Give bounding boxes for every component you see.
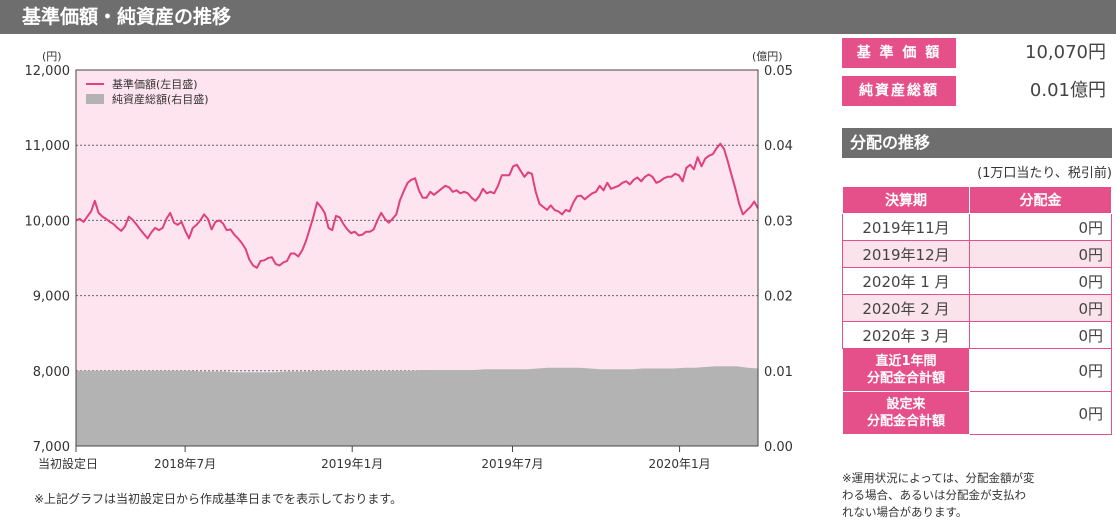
- net-assets-area: [76, 366, 758, 446]
- x-tick-label: 2019年7月: [481, 457, 543, 471]
- table-row: 2020年 1 月 0円: [842, 267, 1112, 295]
- nav-value: 10,070円: [1025, 42, 1106, 63]
- legend-label-nav: 基準価額(左目盛): [112, 77, 198, 91]
- row-amount: 0円: [969, 213, 1112, 241]
- recent-total-label: 直近1年間 分配金合計額: [842, 348, 970, 392]
- plot-frame: [75, 69, 759, 447]
- since-total-label-line1: 設定来: [886, 397, 926, 412]
- y-right-unit: (億円): [752, 50, 783, 63]
- row-amount: 0円: [969, 294, 1112, 322]
- x-tick-label: 2019年1月: [321, 457, 383, 471]
- legend: 基準価額(左目盛) 純資産総額(右目盛): [86, 77, 209, 106]
- y-left-tick-label: 7,000: [33, 440, 70, 455]
- y-right-tick-label: 0.02: [764, 290, 793, 305]
- nav-label: 基 準 価 額: [842, 38, 956, 68]
- footnote-line-3: れない場合があります。: [842, 505, 968, 519]
- table-row: 2020年 2 月 0円: [842, 294, 1112, 322]
- distribution-header: 分配の推移: [842, 128, 1112, 158]
- recent-total-row: 直近1年間 分配金合計額 0円: [842, 348, 1112, 392]
- row-period: 2020年 1 月: [842, 267, 970, 295]
- assets-label: 純資産総額: [842, 76, 956, 106]
- row-amount: 0円: [969, 240, 1112, 268]
- recent-total-amount: 0円: [969, 348, 1112, 392]
- assets-value: 0.01億円: [1029, 80, 1106, 101]
- footnote-line-2: わる場合、あるいは分配金が支払わ: [842, 488, 1026, 502]
- y-left-tick-label: 9,000: [33, 290, 70, 305]
- col-amount-header: 分配金: [969, 186, 1112, 214]
- recent-total-label-line1: 直近1年間: [875, 354, 937, 369]
- distribution-footnote: ※運用状況によっては、分配金額が変 わる場合、あるいは分配金が支払わ れない場合…: [842, 470, 1116, 521]
- assets-area-layer: [76, 366, 758, 446]
- price-chart: (円) (億円) 12,000 11,000 10,000 9,000 8,000 7,0…: [0, 38, 800, 478]
- y-right-tick-label: 0.01: [764, 365, 793, 380]
- row-period: 2019年11月: [842, 213, 970, 241]
- table-row: 2019年12月 0円: [842, 240, 1112, 268]
- x-tick-label: 2020年1月: [648, 457, 710, 471]
- y-right-tick-label: 0.03: [764, 214, 793, 229]
- distribution-note: (1万口当たり、税引前): [977, 166, 1112, 181]
- y-left-tick-label: 10,000: [25, 214, 71, 229]
- since-total-label: 設定来 分配金合計額: [842, 391, 970, 435]
- row-period: 2020年 3 月: [842, 321, 970, 349]
- x-tick-label: 当初設定日: [38, 456, 98, 471]
- nav-summary-row: 基 準 価 額 10,070円: [842, 38, 1112, 68]
- row-period: 2019年12月: [842, 240, 970, 268]
- y-right-tick-label: 0.00: [764, 440, 793, 455]
- axis-layer: 12,000 11,000 10,000 9,000 8,000 7,000 0.05 0.0…: [25, 64, 793, 471]
- row-amount: 0円: [969, 267, 1112, 295]
- nav-line-layer: [75, 142, 759, 269]
- footnote-line-1: ※運用状況によっては、分配金額が変: [842, 471, 1035, 485]
- y-left-tick-label: 12,000: [25, 64, 71, 79]
- since-total-row: 設定来 分配金合計額 0円: [842, 391, 1112, 435]
- y-left-tick-label: 11,000: [25, 139, 71, 154]
- chart-svg: (円) (億円) 12,000 11,000 10,000 9,000 8,000 7,0…: [25, 50, 793, 471]
- x-tick-label: 2018年7月: [154, 457, 216, 471]
- col-period-header: 決算期: [842, 186, 970, 214]
- distribution-table: 決算期 分配金 2019年11月 0円 2019年12月 0円 2020年 1 …: [842, 186, 1112, 435]
- since-total-label-line2: 分配金合計額: [866, 414, 945, 429]
- table-row: 2019年11月 0円: [842, 213, 1112, 241]
- legend-label-assets: 純資産総額(右目盛): [112, 92, 209, 106]
- row-period: 2020年 2 月: [842, 294, 970, 322]
- y-left-unit: (円): [42, 50, 62, 63]
- since-total-amount: 0円: [969, 391, 1112, 435]
- page-title: 基準価額・純資産の推移: [0, 0, 1116, 34]
- y-left-tick-label: 8,000: [33, 365, 70, 380]
- summary-panel: 基 準 価 額 10,070円 純資産総額 0.01億円: [842, 38, 1112, 114]
- row-amount: 0円: [969, 321, 1112, 349]
- chart-footnote: ※上記グラフは当初設定日から作成基準日までを表示しております。: [34, 492, 403, 506]
- recent-total-label-line2: 分配金合計額: [866, 371, 945, 386]
- assets-summary-row: 純資産総額 0.01億円: [842, 76, 1112, 106]
- y-right-tick-label: 0.04: [764, 139, 793, 154]
- nav-line: [75, 142, 759, 269]
- legend-area-swatch: [86, 94, 104, 104]
- table-row: 2020年 3 月 0円: [842, 321, 1112, 349]
- y-right-tick-label: 0.05: [764, 64, 793, 79]
- distribution-header-row: 決算期 分配金: [842, 186, 1112, 214]
